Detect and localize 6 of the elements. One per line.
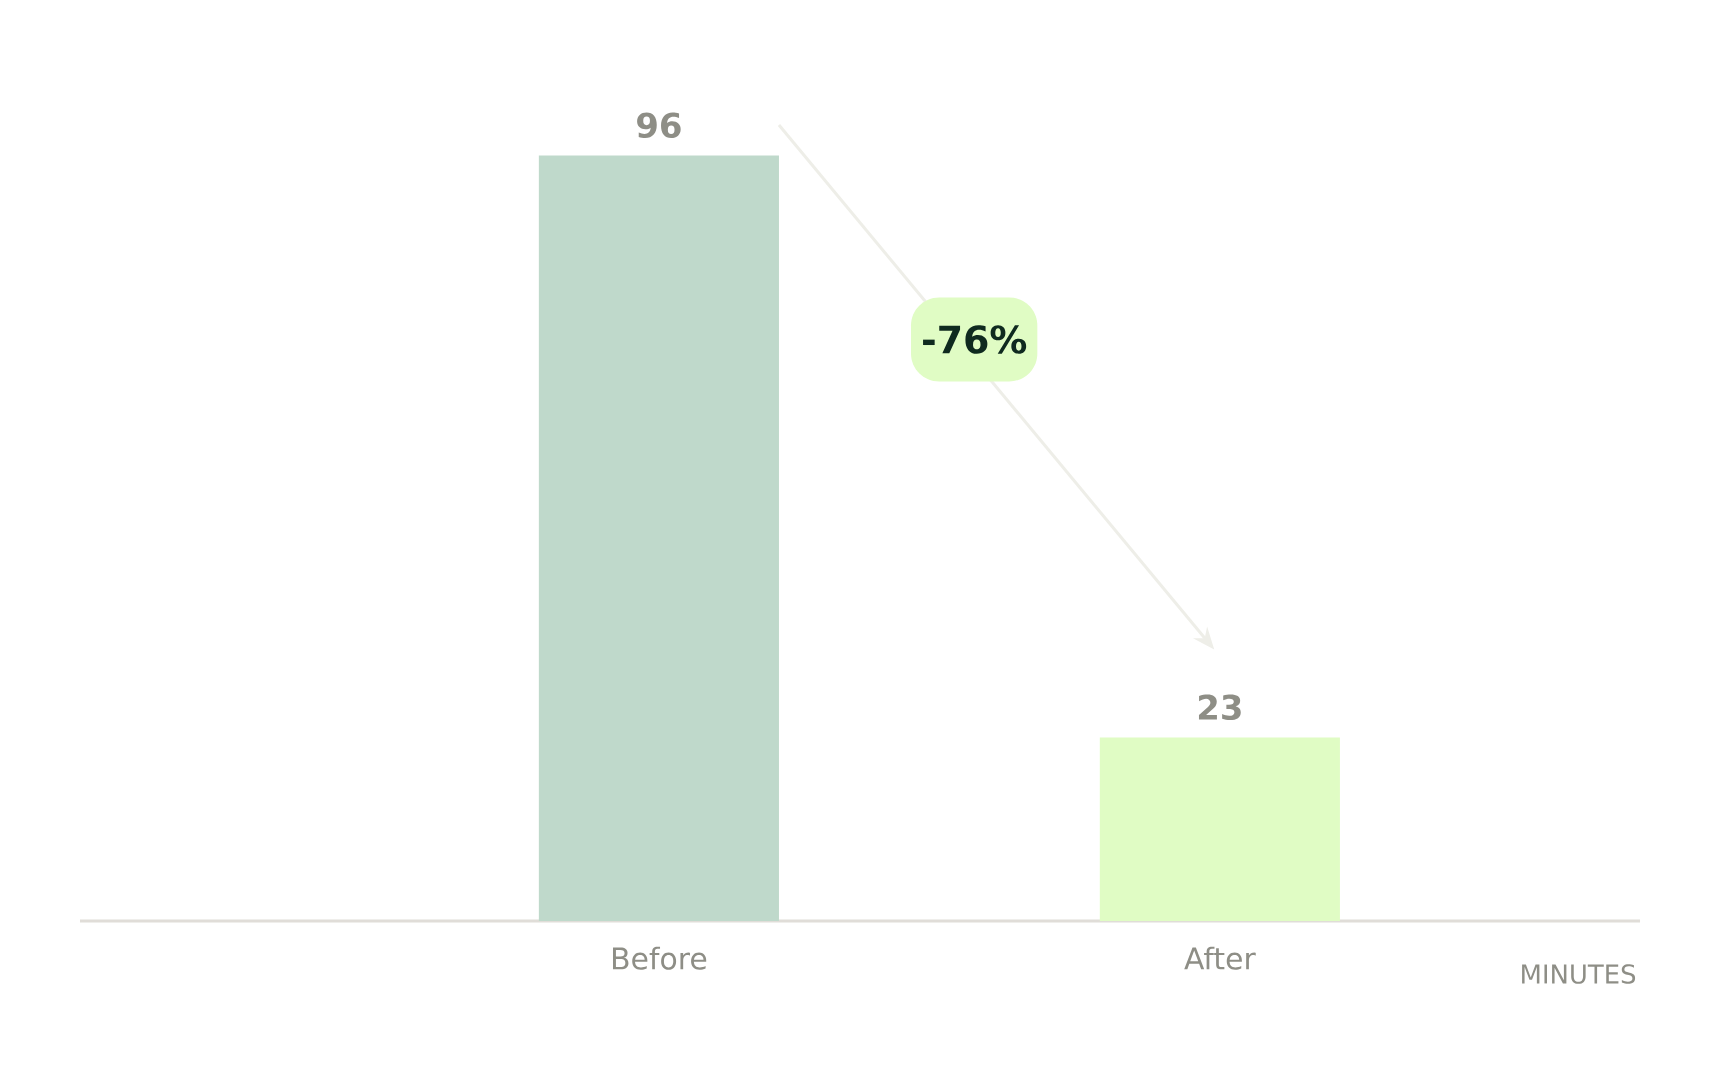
x-tick-label: After <box>1184 946 1256 970</box>
data-label: 96 <box>637 112 681 139</box>
x-tick-label: Before <box>612 946 707 970</box>
data-label: 23 <box>1198 694 1241 721</box>
annotation: -76% <box>923 325 1027 354</box>
text: MINUTES <box>1522 964 1636 984</box>
